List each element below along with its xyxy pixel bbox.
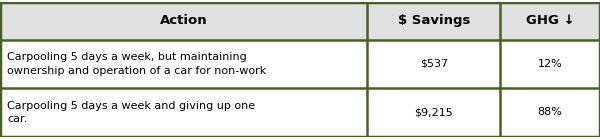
Text: Carpooling 5 days a week and giving up one
car.: Carpooling 5 days a week and giving up o… [7, 101, 255, 124]
Text: Action: Action [160, 14, 208, 27]
Text: $ Savings: $ Savings [398, 14, 470, 27]
Text: 12%: 12% [538, 59, 563, 69]
Text: 88%: 88% [538, 107, 563, 117]
Text: GHG ↓: GHG ↓ [526, 14, 574, 27]
Text: $9,215: $9,215 [415, 107, 453, 117]
Text: $537: $537 [420, 59, 448, 69]
Bar [0, 2, 600, 40]
Text: Carpooling 5 days a week, but maintaining
ownership and operation of a car for n: Carpooling 5 days a week, but maintainin… [7, 52, 266, 76]
Bar [0, 40, 600, 88]
Bar [0, 88, 600, 136]
